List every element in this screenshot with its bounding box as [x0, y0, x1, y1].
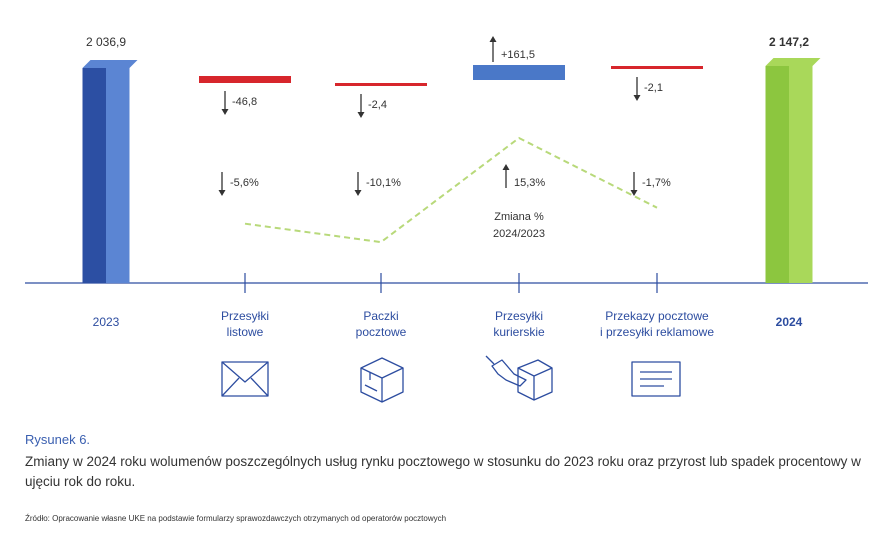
envelope-folds	[221, 377, 269, 397]
form-lines	[640, 371, 672, 387]
arrow-head	[489, 36, 497, 42]
envelope-icon	[221, 361, 269, 397]
arrow-head	[633, 95, 641, 101]
x-tick-2024: 2024	[776, 315, 803, 329]
money-order-icon	[631, 361, 681, 397]
change-label: +161,5	[501, 49, 535, 61]
envelope-body	[221, 361, 269, 397]
change-label: -2,4	[368, 99, 387, 111]
pct-annotation-line2: 2024/2023	[493, 228, 545, 240]
courier-handover-icon	[485, 355, 553, 401]
figure-caption: Zmiany w 2024 roku wolumenów poszczególn…	[25, 454, 861, 489]
box-tape	[364, 372, 378, 392]
change-bar	[199, 76, 291, 83]
courier-hand	[491, 359, 527, 387]
end-value-label: 2 147,2	[769, 35, 809, 49]
bar-2023	[82, 60, 138, 283]
change-up-arrow	[489, 36, 497, 62]
arrow-head	[354, 190, 362, 196]
bar-top	[765, 58, 821, 66]
change-bar	[473, 65, 565, 80]
arrow-head	[357, 112, 365, 118]
change-down-arrow	[221, 91, 229, 115]
bar-face-light	[106, 68, 130, 283]
category-label: kurierskie	[493, 325, 545, 339]
bar-face-dark	[82, 68, 106, 283]
arrow-head	[218, 190, 226, 196]
arrow-head	[630, 190, 638, 196]
category-label: pocztowe	[356, 325, 407, 339]
bar-face-dark	[765, 66, 789, 283]
pct-down-arrow	[218, 172, 226, 196]
pct-label: -10,1%	[366, 177, 401, 189]
bar-2024	[765, 58, 821, 283]
category-label: Przesyłki	[221, 309, 269, 323]
category-label: Paczki	[363, 309, 398, 323]
category-label: i przesyłki reklamowe	[600, 325, 714, 339]
category-label: Przesyłki	[495, 309, 543, 323]
arrow-head	[221, 109, 229, 115]
pct-label: 15,3%	[514, 177, 545, 189]
courier-box	[517, 359, 553, 401]
pct-label: -5,6%	[230, 177, 259, 189]
box-left	[360, 368, 383, 403]
x-tick-2023: 2023	[93, 315, 120, 329]
change-label: -46,8	[232, 96, 257, 108]
change-down-arrow	[357, 94, 365, 118]
pct-up-arrow	[502, 164, 510, 188]
change-bar	[335, 83, 427, 86]
change-down-arrow	[633, 77, 641, 101]
category-label: Przekazy pocztowe	[605, 309, 709, 323]
start-value-label: 2 036,9	[86, 35, 126, 49]
category-label: listowe	[227, 325, 264, 339]
pct-annotation-line1: Zmiana %	[494, 211, 544, 223]
parcel-box-icon	[360, 357, 404, 403]
box-right	[381, 368, 404, 403]
change-label: -2,1	[644, 82, 663, 94]
courier-sleeve	[485, 355, 495, 365]
envelope-flap	[221, 361, 269, 383]
figure-source: Źródło: Opracowanie własne UKE na podsta…	[25, 514, 447, 523]
bar-top	[82, 60, 138, 68]
change-bar	[611, 66, 703, 69]
pct-label: -1,7%	[642, 177, 671, 189]
courier-box-edges	[517, 367, 553, 400]
pct-down-arrow	[630, 172, 638, 196]
pct-down-arrow	[354, 172, 362, 196]
waterfall-chart: 2 036,9 2 147,2 2023 2024 -46,8 Przesyłki list…	[25, 35, 868, 403]
bar-face-light	[789, 66, 813, 283]
arrow-head	[502, 164, 510, 170]
figure-label: Rysunek 6.	[25, 432, 91, 447]
box-top	[360, 357, 404, 379]
form-frame	[631, 361, 681, 397]
pct-change-line	[244, 136, 658, 244]
